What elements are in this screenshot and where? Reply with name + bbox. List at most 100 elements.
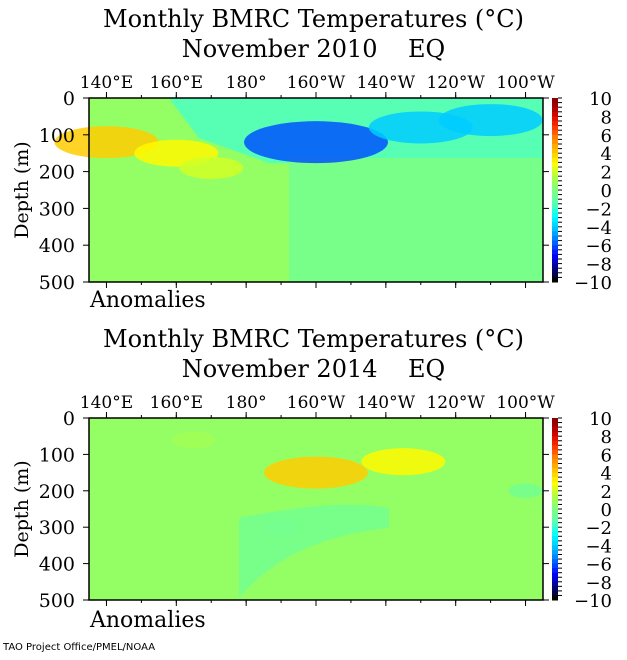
chart1-colorbar-segment <box>552 254 558 260</box>
chart1-colorbar-segment <box>552 213 558 219</box>
chart2-colorbar-segment <box>552 590 558 596</box>
chart2-colorbar-segment <box>552 427 558 433</box>
chart2-colorbar-segment <box>552 418 558 424</box>
chart2-ytick-label: 500 <box>39 590 75 612</box>
chart1-anomaly-blob <box>244 121 388 164</box>
chart2-colorbar-segment <box>552 468 558 474</box>
chart1-title: Monthly BMRC Temperatures (°C) <box>103 5 524 33</box>
chart2-colorbar-segment <box>552 440 558 446</box>
chart2-colorbar-segment <box>552 563 558 569</box>
chart2-colorbar-label: −4 <box>585 536 612 557</box>
chart2-colorbar-segment <box>552 436 558 442</box>
chart1-ytick-label: 100 <box>39 125 75 147</box>
chart1-xtick-label: 180° <box>226 73 267 93</box>
chart1-xtick-label: 100°W <box>496 73 555 93</box>
chart2-colorbar-segment <box>552 559 558 565</box>
chart2-anomaly-blob <box>171 431 216 449</box>
chart2-colorbar-label: 10 <box>589 409 612 430</box>
chart2-colorbar-segment <box>552 549 558 555</box>
chart1-ytick-label: 0 <box>63 88 75 110</box>
chart1-colorbar-segment <box>552 208 558 214</box>
chart2-title: Monthly BMRC Temperatures (°C) <box>103 325 524 353</box>
chart1-colorbar-label: 0 <box>601 181 612 202</box>
chart1-colorbar-label: −10 <box>574 273 612 294</box>
chart2-colorbar-segment <box>552 445 558 451</box>
chart1-colorbar-segment <box>552 236 558 242</box>
chart2-colorbar-label: 2 <box>601 482 612 503</box>
chart1-xtick-label: 140°E <box>80 73 133 93</box>
chart1-colorbar-segment <box>552 199 558 205</box>
chart1-month: November 2010 <box>181 35 378 63</box>
chart2-ytick-label: 300 <box>39 517 75 539</box>
chart1-subtitle: November 2010 EQ <box>0 36 627 62</box>
chart2-colorbar-segment <box>552 527 558 533</box>
chart2-ytick-label: 0 <box>63 408 75 430</box>
chart2-colorbar-segment <box>552 472 558 478</box>
chart1-colorbar-segment <box>552 185 558 191</box>
chart2-colorbar-segment <box>552 568 558 574</box>
chart2-colorbar-segment <box>552 490 558 496</box>
chart1-colorbar-segment <box>552 157 558 163</box>
chart1-colorbar-label: 2 <box>601 163 612 184</box>
chart2-colorbar-label: −6 <box>585 555 612 576</box>
chart1-colorbar-label: −4 <box>585 218 612 239</box>
chart1-colorbar-label: 10 <box>589 89 612 110</box>
chart2-colorbar-segment <box>552 522 558 528</box>
chart1-ytick-label: 500 <box>39 272 75 294</box>
chart1-colorbar-segment <box>552 144 558 150</box>
chart1-colorbar-segment <box>552 148 558 154</box>
chart2-plot: 140°E 160°E 180° 160°W 140°W 120°W 100°W010020… <box>11 393 612 612</box>
chart1-xtick-label: 160°E <box>150 73 203 93</box>
chart2-colorbar-segment <box>552 581 558 587</box>
credit-text: TAO Project Office/PMEL/NOAA <box>3 642 156 653</box>
chart1-xtick-label: 160°W <box>287 73 346 93</box>
chart1-colorbar-segment <box>552 240 558 246</box>
chart2-colorbar-segment <box>552 513 558 519</box>
chart1-colorbar-segment <box>552 272 558 278</box>
chart2-xtick-label: 140°W <box>357 393 416 413</box>
chart2-colorbar-label: 8 <box>601 427 612 448</box>
chart1-colorbar-segment <box>552 222 558 228</box>
chart2-month: November 2014 <box>181 355 378 383</box>
chart1-colorbar-segment <box>552 180 558 186</box>
chart2-colorbar-label: 4 <box>601 464 612 485</box>
chart1-colorbar-segment <box>552 116 558 122</box>
chart2-xtick-label: 180° <box>226 393 267 413</box>
chart1-colorbar-segment <box>552 226 558 232</box>
chart2-xtick-label: 140°E <box>80 393 133 413</box>
chart2-xtick-label: 120°W <box>426 393 485 413</box>
chart1-colorbar-segment <box>552 107 558 113</box>
chart1-colorbar-label: 8 <box>601 107 612 128</box>
chart1-colorbar-label: 4 <box>601 144 612 165</box>
chart1-lower-region <box>289 158 543 282</box>
chart2-colorbar-segment <box>552 554 558 560</box>
chart1-colorbar-label: 6 <box>601 126 612 147</box>
chart1-ytick-label: 400 <box>39 235 75 257</box>
chart2-colorbar-segment <box>552 509 558 515</box>
chart2-panel-label: Anomalies <box>90 608 206 633</box>
chart2-ylabel: Depth (m) <box>11 460 33 557</box>
chart2-colorbar-segment <box>552 458 558 464</box>
chart1-plot: 140°E 160°E 180° 160°W 140°W 120°W 100°W010020… <box>11 73 612 294</box>
chart1-colorbar-label: −8 <box>585 255 612 276</box>
chart2-colorbar-segment <box>552 577 558 583</box>
chart2-xtick-label: 100°W <box>496 393 555 413</box>
chart1-anomaly-blob <box>54 126 159 159</box>
chart1-ytick-label: 300 <box>39 198 75 220</box>
chart1-anomaly-blob <box>179 156 244 179</box>
chart2-colorbar-label: 0 <box>601 500 612 521</box>
chart1-colorbar-segment <box>552 217 558 223</box>
chart2-colorbar-segment <box>552 477 558 483</box>
chart1-xtick-label: 140°W <box>357 73 416 93</box>
chart1-colorbar-segment <box>552 203 558 209</box>
chart1-colorbar-segment <box>552 125 558 131</box>
chart2-colorbar-label: 6 <box>601 445 612 466</box>
chart2-colorbar-segment <box>552 536 558 542</box>
chart1-ylabel: Depth (m) <box>11 141 33 238</box>
chart1-colorbar-segment <box>552 259 558 265</box>
chart2-subtitle: November 2014 EQ <box>0 356 627 382</box>
chart2-colorbar-segment <box>552 545 558 551</box>
chart1-colorbar-segment <box>552 190 558 196</box>
chart2-ytick-label: 100 <box>39 444 75 466</box>
